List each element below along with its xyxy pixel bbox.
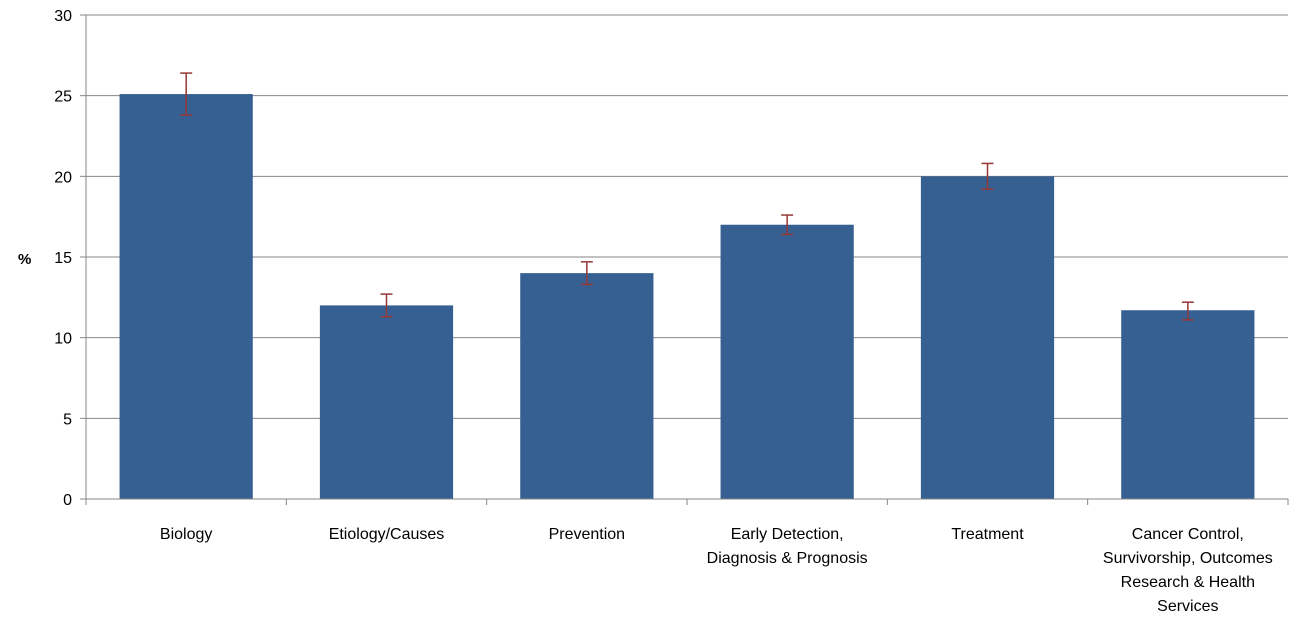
y-axis-label: % xyxy=(18,251,31,268)
y-tick-labels: 0 5 10 15 20 25 30 xyxy=(54,8,72,509)
y-tick-label: 25 xyxy=(54,89,72,106)
y-tick-label: 20 xyxy=(54,169,72,186)
y-tick-label: 5 xyxy=(63,411,72,428)
bars xyxy=(119,94,1255,500)
gridlines xyxy=(86,14,1288,419)
x-tick-label: Biology xyxy=(160,526,212,543)
bar xyxy=(720,224,854,499)
x-tick-label: Early Detection, xyxy=(731,526,844,543)
axes xyxy=(80,14,1289,505)
y-tick-label: 30 xyxy=(54,8,72,25)
x-tick-label: Services xyxy=(1157,598,1218,615)
bar xyxy=(920,176,1055,500)
y-tick-label: 10 xyxy=(54,331,72,348)
x-tick-label: Prevention xyxy=(549,526,626,543)
y-tick-label: 0 xyxy=(63,492,72,509)
bar xyxy=(319,305,454,499)
x-tick-label: Survivorship, Outcomes xyxy=(1103,550,1273,567)
x-tick-label: Cancer Control, xyxy=(1132,526,1244,543)
bar xyxy=(520,273,654,499)
x-tick-label: Research & Health xyxy=(1121,574,1255,591)
x-tick-label: Etiology/Causes xyxy=(329,526,445,543)
bar xyxy=(1121,310,1255,499)
error-bars xyxy=(180,72,1194,321)
y-tick-label: 15 xyxy=(54,250,72,267)
bar xyxy=(119,94,253,499)
x-tick-labels: Biology Etiology/Causes Prevention Early De… xyxy=(160,526,1273,615)
x-tick-label: Diagnosis & Prognosis xyxy=(707,550,868,567)
x-tick-label: Treatment xyxy=(951,526,1024,543)
